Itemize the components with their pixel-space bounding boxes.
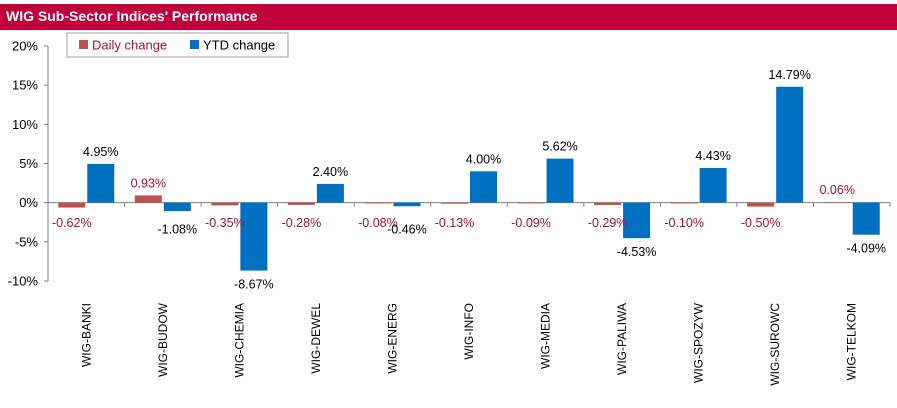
data-label-ytd: -4.09% [846, 242, 886, 256]
legend-swatch-ytd [190, 40, 199, 49]
category-label: WIG-TELKOM [845, 303, 859, 380]
data-label-ytd: 4.43% [695, 149, 730, 163]
bar-daily-change [517, 202, 545, 204]
bar-daily-change [747, 202, 775, 207]
data-label-daily: -0.13% [435, 216, 475, 230]
data-label-daily: -0.09% [511, 216, 551, 230]
legend: Daily change YTD change [66, 32, 289, 58]
bar-daily-change [823, 202, 851, 203]
bar-ytd-change [393, 202, 421, 207]
y-tick-label: -5% [15, 234, 39, 249]
data-label-daily: -0.28% [282, 216, 322, 230]
legend-box [66, 32, 289, 58]
chart-title: WIG Sub-Sector Indices' Performance [6, 8, 258, 24]
category-label: WIG-CHEMIA [232, 303, 246, 378]
data-label-ytd: 4.95% [83, 145, 118, 159]
legend-label-daily: Daily change [92, 38, 167, 53]
bar-ytd-change [240, 202, 268, 271]
category-label: WIG-INFO [462, 303, 476, 360]
category-label: WIG-MEDIA [539, 303, 553, 369]
bar-daily-change [594, 202, 622, 205]
data-label-ytd: 5.62% [542, 140, 577, 154]
bar-ytd-change [623, 202, 651, 239]
y-tick-label: 20% [12, 39, 38, 54]
bars [58, 86, 880, 271]
category-label: WIG-SUROWC [768, 303, 782, 386]
axes: 20% 15% 10% 5% 0% -5% -10% WIG-BANKI WIG-BUDOW WI… [8, 39, 891, 386]
bar-daily-change [670, 202, 698, 204]
data-label-ytd: 14.79% [768, 68, 810, 82]
legend-label-ytd: YTD change [203, 38, 275, 53]
category-label: WIG-PALIWA [615, 303, 629, 375]
bar-ytd-change [546, 158, 574, 203]
bar-daily-change [364, 202, 392, 204]
bar-daily-change [211, 202, 239, 206]
bar-ytd-change [699, 167, 727, 203]
data-label-daily: -0.29% [588, 216, 628, 230]
category-label: WIG-SPOZYW [692, 302, 706, 383]
chart-title-bar: WIG Sub-Sector Indices' Performance [0, 4, 897, 30]
data-label-daily: -0.08% [358, 216, 398, 230]
bar-daily-change [58, 202, 86, 208]
category-label: WIG-BANKI [79, 303, 93, 367]
legend-swatch-daily [79, 40, 88, 49]
category-label: WIG-BUDOW [156, 302, 170, 377]
data-label-ytd: -4.53% [617, 245, 657, 259]
data-label-daily: 0.93% [131, 176, 166, 190]
data-label-ytd: -8.67% [234, 278, 274, 292]
data-label-daily: -0.10% [664, 216, 704, 230]
data-label-daily: 0.06% [820, 183, 855, 197]
y-tick-label: 15% [12, 78, 38, 93]
y-tick-label: 10% [12, 117, 38, 132]
y-tick-label: -10% [8, 274, 39, 289]
data-labels: -0.62% 0.93% -0.35% -0.28% -0.08% -0.13% -0.09… [52, 68, 886, 292]
bar-ytd-change [316, 183, 344, 203]
bar-ytd-change [87, 163, 115, 203]
data-label-ytd: -0.46% [387, 223, 427, 237]
category-label: WIG-ENERG [385, 303, 399, 374]
data-label-ytd: 2.40% [313, 165, 348, 179]
data-label-daily: -0.50% [741, 216, 781, 230]
category-label: WIG-DEWEL [309, 303, 323, 374]
data-label-daily: -0.62% [52, 216, 92, 230]
bar-ytd-change [776, 86, 804, 203]
bar-ytd-change [163, 202, 191, 212]
bar-ytd-change [852, 202, 880, 235]
bar-ytd-change [470, 171, 497, 203]
bar-daily-change [287, 202, 315, 205]
bar-daily-change [441, 202, 468, 204]
data-label-ytd: -1.08% [158, 223, 198, 237]
bar-daily-change [134, 195, 162, 203]
y-tick-label: 0% [19, 195, 38, 210]
y-tick-label: 5% [19, 156, 38, 171]
data-label-ytd: 4.00% [466, 152, 501, 166]
data-label-daily: -0.35% [205, 216, 245, 230]
